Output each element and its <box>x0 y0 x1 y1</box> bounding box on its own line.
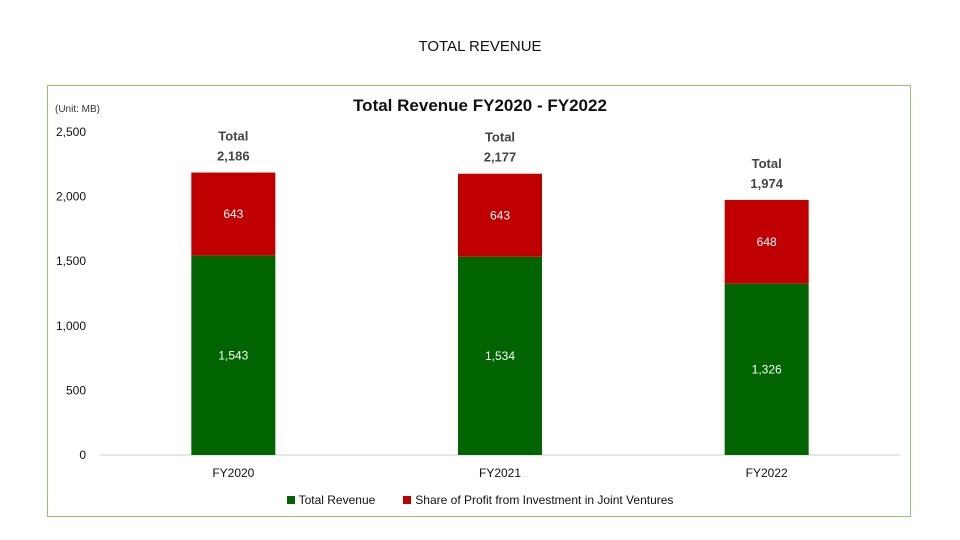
x-tick-label: FY2020 <box>212 466 254 480</box>
y-tick-label: 1,500 <box>56 254 86 268</box>
data-label: 643 <box>490 208 510 222</box>
data-label: 648 <box>757 235 777 249</box>
chart-frame <box>47 85 911 517</box>
legend-label-total-revenue: Total Revenue <box>298 493 376 507</box>
bar-share-of-profit <box>724 199 809 284</box>
legend-item-total-revenue: Total Revenue <box>286 493 376 507</box>
data-label: 643 <box>223 207 243 221</box>
data-label: 1,543 <box>218 348 248 362</box>
total-label-value: 1,974 <box>750 176 783 191</box>
y-tick-label: 2,500 <box>56 125 86 139</box>
y-tick-label: 2,000 <box>56 190 86 204</box>
unit-label: (Unit: MB) <box>55 104 100 115</box>
legend-label-share-of-profit: Share of Profit from Investment in Joint… <box>415 493 674 507</box>
bar-total-revenue <box>724 283 809 455</box>
data-label: 1,326 <box>752 362 782 376</box>
total-label-value: 2,177 <box>484 150 517 165</box>
data-label: 1,534 <box>485 349 515 363</box>
y-tick-label: 1,000 <box>56 319 86 333</box>
bar-share-of-profit <box>191 172 276 256</box>
page-title: TOTAL REVENUE <box>418 38 542 55</box>
total-label-prefix: Total <box>218 129 248 144</box>
bar-share-of-profit <box>458 173 542 257</box>
total-label-prefix: Total <box>485 130 515 145</box>
legend-item-share-of-profit: Share of Profit from Investment in Joint… <box>403 493 673 507</box>
x-tick-label: FY2022 <box>746 466 788 480</box>
x-tick-label: FY2021 <box>479 466 521 480</box>
legend-swatch-share-of-profit <box>403 496 412 504</box>
chart-title: Total Revenue FY2020 - FY2022 <box>353 96 607 115</box>
bar-total-revenue <box>458 256 542 455</box>
total-label-value: 2,186 <box>217 149 250 164</box>
legend: Total Revenue Share of Profit from Inves… <box>0 493 960 507</box>
legend-swatch-total-revenue <box>286 496 295 504</box>
bar-total-revenue <box>191 255 276 455</box>
y-tick-label: 500 <box>66 383 86 397</box>
y-tick-label: 0 <box>79 448 86 462</box>
total-label-prefix: Total <box>752 156 782 171</box>
